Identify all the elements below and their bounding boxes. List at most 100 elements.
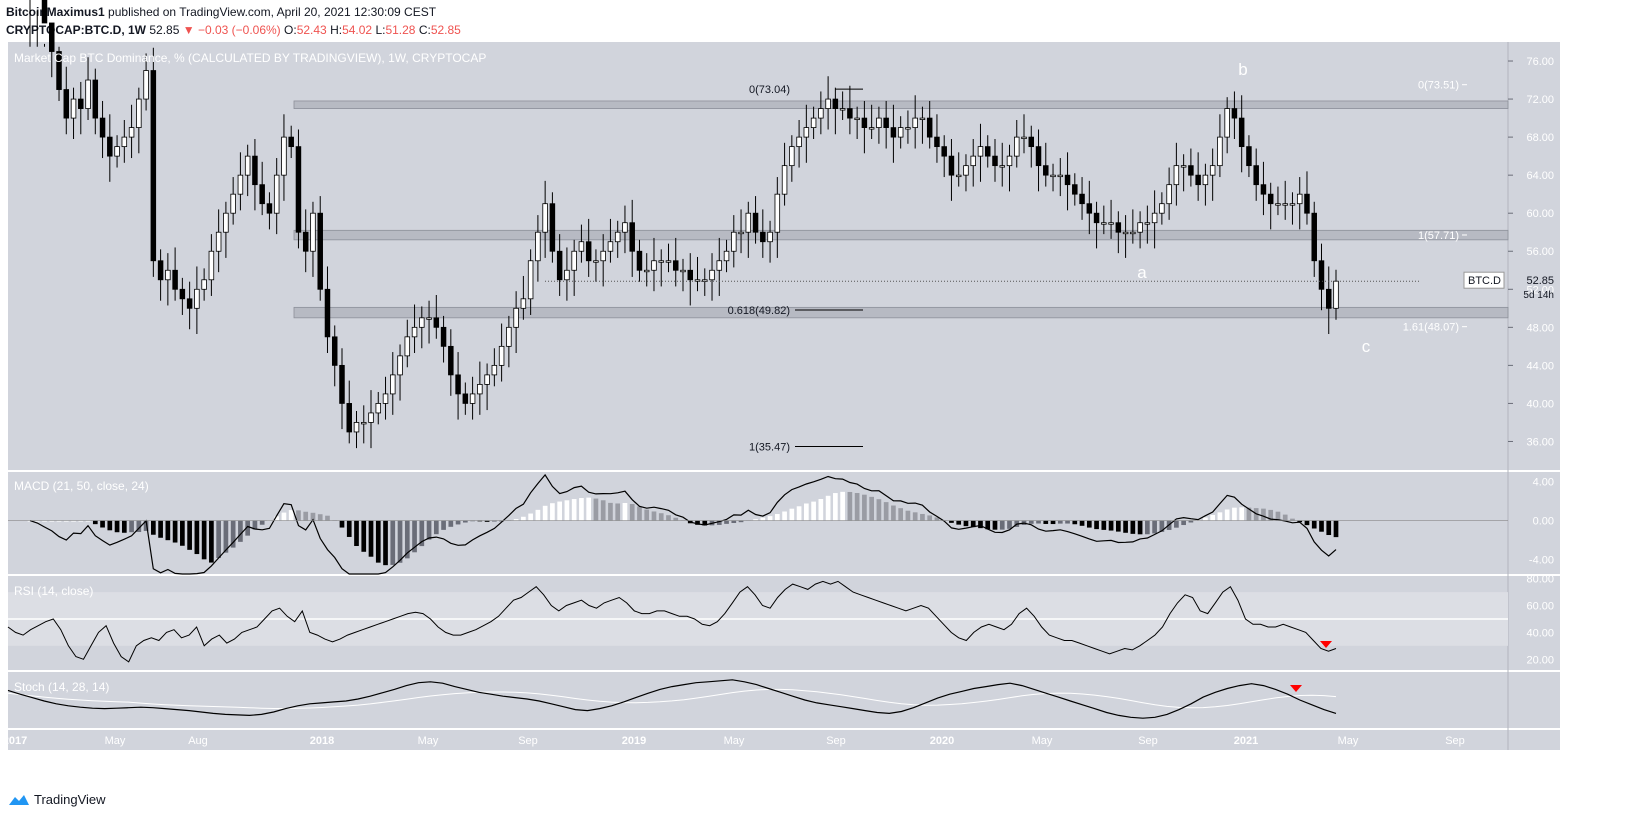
candle-down (288, 136, 294, 148)
macd-y-tick: 4.00 (1533, 477, 1554, 489)
price-label-box (1463, 271, 1505, 289)
x-tick-label: 2018 (310, 735, 334, 747)
brand-name[interactable]: TradingView (34, 792, 106, 807)
macd-histogram-bar (1108, 520, 1114, 531)
macd-line (29, 473, 1337, 575)
macd-histogram-bar (274, 516, 280, 521)
candle-up (607, 241, 614, 252)
macd-histogram-bar (847, 491, 853, 521)
open-value: 52.43 (296, 23, 327, 37)
macd-histogram-bar (782, 511, 787, 521)
macd-histogram-bar (296, 510, 301, 521)
candle-up (1275, 203, 1281, 206)
macd-histogram-bar (905, 510, 911, 521)
candle-down (92, 79, 99, 119)
candle-down (346, 403, 352, 433)
macd-histogram-bar (1195, 519, 1201, 521)
publisher-name[interactable]: BitcoinMaximus1 (6, 5, 105, 19)
candle-up (411, 326, 418, 338)
macd-histogram-bar (738, 520, 744, 523)
rsi-y-tick: 40.00 (1526, 627, 1554, 639)
y-tick-label: 56.00 (1526, 246, 1554, 258)
candle-up (999, 165, 1005, 168)
candle-down (1072, 184, 1078, 195)
price-label-symbol: BTC.D (1468, 275, 1501, 287)
macd-histogram-bar (470, 520, 475, 522)
macd-histogram-bar (513, 519, 519, 521)
candle-up (230, 193, 236, 214)
macd-histogram-bar (1174, 520, 1179, 528)
macd-histogram-bar (571, 499, 577, 521)
macd-histogram-bar (455, 520, 461, 525)
candle-up (513, 307, 519, 328)
macd-histogram-bar (586, 497, 592, 521)
candle-down (1195, 174, 1201, 186)
candle-up (781, 165, 788, 195)
candle-up (542, 203, 548, 233)
candle-down (948, 155, 955, 176)
candle-up (469, 393, 476, 404)
y-tick-label: 48.00 (1526, 322, 1554, 334)
candle-up (1173, 165, 1180, 186)
candle-up (970, 155, 976, 167)
macd-histogram-bar (1297, 520, 1303, 523)
candle-down (172, 269, 178, 290)
main-pane-title: Market Cap BTC Dominance, % (CALCULATED … (14, 51, 486, 65)
candle-up (498, 345, 505, 366)
y-tick-label: 44.00 (1526, 360, 1554, 372)
macd-histogram-bar (346, 520, 352, 537)
macd-histogram-bar (114, 520, 120, 533)
x-tick-label: May (724, 735, 745, 747)
macd-histogram-bar (1181, 520, 1186, 526)
macd-histogram-bar (1282, 514, 1288, 521)
candle-up (520, 298, 527, 309)
macd-histogram-bar (180, 520, 185, 546)
macd-histogram-bar (695, 520, 700, 525)
x-tick-label: 2017 (3, 735, 27, 747)
macd-histogram-bar (1152, 520, 1157, 534)
candle-down (49, 22, 55, 52)
y-tick-label: 52.00 (1526, 284, 1554, 296)
macd-histogram-bar (992, 520, 998, 530)
candle-up (1050, 174, 1056, 178)
candle-down (585, 241, 592, 262)
rsi-y-tick: 20.00 (1526, 654, 1554, 666)
tradingview-logo-icon[interactable] (8, 793, 30, 807)
candle-up (368, 412, 374, 423)
candle-down (433, 317, 440, 328)
macd-histogram-bar (1101, 520, 1107, 530)
symbol-line: CRYPTOCAP:BTC.D, 1W 52.85 ▼ −0.03 (−0.06… (6, 23, 461, 37)
macd-histogram-bar (862, 494, 867, 521)
last-price: 52.85 (149, 23, 180, 37)
y-tick-label: 60.00 (1526, 208, 1554, 220)
candle-up (977, 146, 984, 157)
wave-label-b: b (1238, 60, 1247, 79)
candle-down (259, 184, 265, 205)
candle-down (107, 136, 113, 157)
macd-histogram-bar (1217, 512, 1223, 521)
macd-histogram-bar (419, 520, 425, 547)
time-axis-bg (8, 730, 1560, 750)
x-tick-label: Sep (826, 735, 846, 747)
macd-histogram-bar (898, 508, 904, 521)
macd-title: MACD (21, 50, close, 24) (14, 479, 149, 493)
candle-down (41, 0, 48, 24)
x-tick-label: 2021 (1234, 735, 1258, 747)
macd-histogram-bar (325, 515, 330, 521)
macd-histogram-bar (1036, 520, 1041, 524)
x-tick-label: May (418, 735, 439, 747)
candle-up (491, 364, 498, 376)
candle-up (1289, 203, 1296, 206)
macd-histogram-bar (56, 520, 62, 522)
macd-histogram-bar (390, 520, 396, 565)
candle-up (818, 108, 824, 119)
rsi-divergence-marker (1320, 641, 1332, 648)
candle-down (295, 146, 302, 233)
candle-up (1333, 280, 1339, 309)
candle-up (273, 174, 280, 214)
macd-histogram-bar (34, 520, 40, 522)
candle-down (1188, 165, 1194, 176)
candle-down (1238, 117, 1245, 148)
candle-up (404, 336, 411, 357)
